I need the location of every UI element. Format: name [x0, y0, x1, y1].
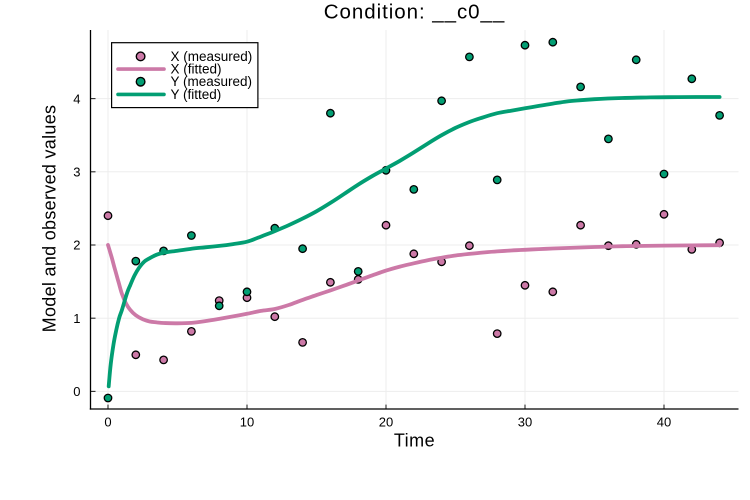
svg-text:2: 2	[73, 238, 80, 253]
svg-text:3: 3	[73, 165, 80, 180]
svg-text:4: 4	[73, 91, 80, 106]
svg-text:Y (fitted): Y (fitted)	[171, 87, 222, 102]
svg-text:20: 20	[379, 414, 393, 429]
svg-text:40: 40	[657, 414, 671, 429]
svg-text:Model and observed values: Model and observed values	[40, 105, 60, 333]
svg-text:1: 1	[73, 311, 80, 326]
svg-text:Condition: __c0__: Condition: __c0__	[324, 1, 505, 24]
svg-text:X (measured): X (measured)	[171, 49, 253, 64]
svg-text:X (fitted): X (fitted)	[171, 62, 222, 77]
svg-text:Y (measured): Y (measured)	[171, 74, 253, 89]
svg-text:30: 30	[518, 414, 532, 429]
svg-text:0: 0	[73, 384, 80, 399]
svg-text:Time: Time	[394, 431, 435, 451]
svg-text:10: 10	[240, 414, 254, 429]
svg-text:0: 0	[104, 414, 111, 429]
